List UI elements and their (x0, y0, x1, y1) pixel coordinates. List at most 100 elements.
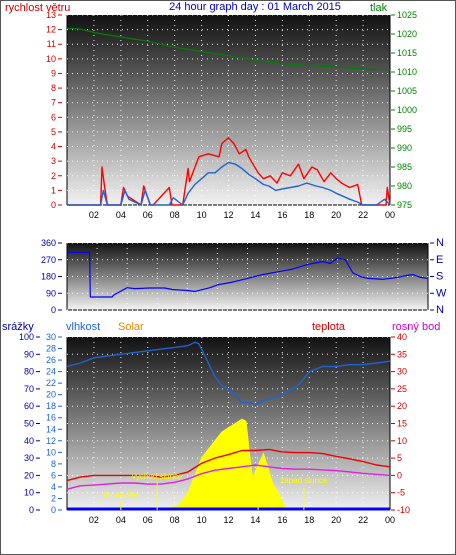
pressure-axis-tick-label: 1015 (397, 48, 417, 58)
temperature-axis-tick-label: 10 (397, 436, 407, 446)
annotation-label: východ slunce (132, 472, 183, 481)
dewpoint-axis-title: rosný bod (392, 321, 440, 333)
compass-axis-tick-label: S (436, 271, 443, 283)
humidity-axis-tick-label: 8 (51, 459, 56, 469)
humidity-axis-tick-label: 12 (46, 436, 56, 446)
climate-panel-x-tick-label: 22 (358, 515, 368, 525)
pressure-axis-tick-label: 1020 (397, 29, 417, 39)
pressure-axis-tick-label: 1025 (397, 10, 417, 20)
wind-speed-axis-tick-label: 3 (51, 156, 56, 166)
wind-panel-x-tick-label: 14 (250, 210, 260, 220)
humidity-axis-tick-label: 10 (46, 447, 56, 457)
climate-panel-x-tick-label: 16 (277, 515, 287, 525)
temperature-axis-tick-label: 30 (397, 367, 407, 377)
rain-axis-tick-label: 100 (19, 332, 34, 342)
pressure-axis-tick-label: 1005 (397, 86, 417, 96)
wind-panel-x-tick-label: 04 (116, 210, 126, 220)
humidity-axis-tick-label: 4 (51, 482, 56, 492)
wind-direction-line (67, 251, 429, 298)
wind-speed-axis-tick-label: 6 (51, 112, 56, 122)
compass-axis-tick-label: E (436, 254, 443, 266)
rain-axis-tick-label: 80 (24, 367, 34, 377)
pressure-axis-tick-label: 990 (397, 143, 412, 153)
annotation-label: západ slunce (280, 476, 328, 485)
humidity-axis-title: vlhkost (66, 321, 100, 333)
wind-average-line (67, 161, 391, 206)
pressure-axis-title: tlak (370, 2, 388, 14)
wind-panel-x-tick-label: 18 (304, 210, 314, 220)
rain-axis-tick-label: 60 (24, 401, 34, 411)
temperature-axis-tick-label: 15 (397, 419, 407, 429)
wind-panel-x-tick-label: 08 (170, 210, 180, 220)
humidity-axis-tick-label: 22 (46, 378, 56, 388)
humidity-axis-tick-label: 20 (46, 390, 56, 400)
humidity-axis-tick-label: 28 (46, 344, 56, 354)
wind-panel-x-tick-label: 20 (331, 210, 341, 220)
wind-panel-x-tick-label: 06 (143, 210, 153, 220)
climate-panel-x-tick-label: 02 (89, 515, 99, 525)
solar-axis-title: Solar (118, 321, 144, 333)
wind-speed-axis-tick-label: 1 (51, 185, 56, 195)
wind-speed-axis-tick-label: 13 (46, 10, 56, 20)
wind-speed-axis-tick-label: 7 (51, 98, 56, 108)
rain-axis-tick-label: 20 (24, 470, 34, 480)
climate-panel-x-tick-label: 08 (170, 515, 180, 525)
rain-axis-tick-label: 70 (24, 384, 34, 394)
wind-speed-axis-tick-label: 4 (51, 142, 56, 152)
climate-panel-x-tick-label: 14 (250, 515, 260, 525)
temperature-axis-tick-label: -10 (397, 505, 410, 515)
wind-speed-axis-tick-label: 9 (51, 68, 56, 78)
temperature-axis-tick-label: 20 (397, 401, 407, 411)
humidity-axis-tick-label: 26 (46, 355, 56, 365)
pressure-axis-tick-label: 995 (397, 124, 412, 134)
annotation-label: Moon Set (104, 491, 139, 500)
rain-axis-tick-label: 10 (24, 488, 34, 498)
wind-speed-axis-tick-label: 8 (51, 83, 56, 93)
direction-axis-tick-label: 360 (41, 238, 56, 248)
pressure-axis-tick-label: 1000 (397, 105, 417, 115)
humidity-axis-tick-label: 24 (46, 367, 56, 377)
wind-panel-x-tick-label: 00 (385, 210, 395, 220)
pressure-line (66, 27, 391, 71)
wind-speed-axis-title: rychlost větru (5, 2, 70, 14)
annotation-label: Moon Rise (239, 491, 278, 500)
wind-speed-axis-tick-label: 12 (46, 25, 56, 35)
rain-axis-tick-label: 40 (24, 436, 34, 446)
compass-axis-tick-label: W (436, 287, 447, 299)
pressure-axis-tick-label: 975 (397, 200, 412, 210)
wind-panel-x-tick-label: 10 (197, 210, 207, 220)
chart-title: 24 hour graph day : 01 March 2015 (169, 1, 341, 13)
humidity-axis-tick-label: 6 (51, 470, 56, 480)
wind-speed-axis-tick-label: 10 (46, 54, 56, 64)
wind-speed-axis-tick-label: 2 (51, 171, 56, 181)
humidity-axis-tick-label: 18 (46, 401, 56, 411)
rain-axis-tick-label: 30 (24, 453, 34, 463)
climate-panel-x-tick-label: 18 (304, 515, 314, 525)
rain-axis-tick-label: 90 (24, 349, 34, 359)
wind-panel-x-tick-label: 16 (277, 210, 287, 220)
climate-panel-x-tick-label: 10 (197, 515, 207, 525)
climate-panel-x-tick-label: 00 (385, 515, 395, 525)
wind-panel-x-tick-label: 12 (223, 210, 233, 220)
direction-axis-tick-label: 90 (46, 288, 56, 298)
temperature-axis-tick-label: -5 (397, 488, 405, 498)
climate-panel-x-tick-label: 20 (331, 515, 341, 525)
humidity-axis-tick-label: 0 (51, 505, 56, 515)
solar-radiation-area (158, 418, 288, 511)
compass-axis-tick-label: N (436, 304, 444, 316)
temperature-axis-tick-label: 5 (397, 453, 402, 463)
temperature-axis-tick-label: 0 (397, 470, 402, 480)
wind-panel-x-tick-label: 02 (89, 210, 99, 220)
dewpoint-line (66, 464, 391, 490)
humidity-axis-tick-label: 16 (46, 413, 56, 423)
temperature-axis-tick-label: 40 (397, 332, 407, 342)
climate-panel-x-tick-label: 12 (223, 515, 233, 525)
humidity-axis-tick-label: 14 (46, 424, 56, 434)
temperature-axis-tick-label: 35 (397, 349, 407, 359)
climate-panel-x-tick-label: 04 (116, 515, 126, 525)
pressure-axis-tick-label: 1010 (397, 67, 417, 77)
wind-speed-axis-tick-label: 11 (47, 39, 56, 49)
compass-axis-tick-label: N (436, 237, 444, 249)
direction-axis-tick-label: 270 (41, 255, 56, 265)
